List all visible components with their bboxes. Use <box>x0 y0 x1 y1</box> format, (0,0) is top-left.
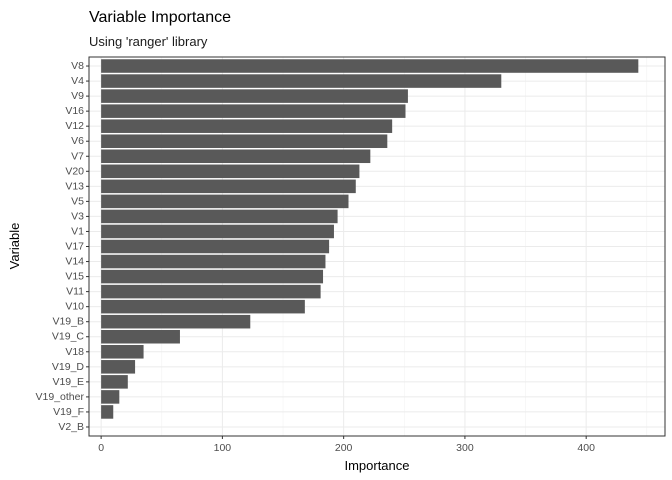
y-tick-label: V19_D <box>52 361 85 373</box>
y-tick-label: V5 <box>71 195 84 207</box>
bar-V15 <box>101 269 324 284</box>
bar-V17 <box>101 239 330 254</box>
bar-V19_other <box>101 390 120 404</box>
chart-title: Variable Importance <box>89 9 231 26</box>
bar-V1 <box>101 224 334 239</box>
y-tick-label: V9 <box>71 90 84 102</box>
bar-V4 <box>101 74 502 88</box>
y-tick-label: V14 <box>65 256 84 268</box>
bar-V19_B <box>101 314 251 329</box>
y-tick-label: V12 <box>65 120 84 132</box>
bar-V12 <box>101 119 393 133</box>
bar-V6 <box>101 134 388 148</box>
x-tick-label: 400 <box>577 442 595 454</box>
bar-V19_E <box>101 375 128 389</box>
y-tick-label: V17 <box>65 241 84 253</box>
bar-V8 <box>101 59 639 73</box>
y-tick-label: V15 <box>65 271 84 283</box>
x-axis-ticks: 0 100 200 300 400 <box>98 436 595 454</box>
y-tick-label: V13 <box>65 180 84 192</box>
y-tick-label: V19_B <box>52 316 84 328</box>
y-tick-label: V1 <box>71 225 84 237</box>
bars <box>101 59 639 419</box>
y-tick-label: V16 <box>65 105 84 117</box>
y-tick-label: V19_F <box>53 406 84 418</box>
bar-V20 <box>101 164 360 179</box>
y-tick-label: V11 <box>66 286 84 298</box>
x-tick-label: 100 <box>214 442 232 454</box>
y-tick-label: V8 <box>71 60 84 72</box>
bar-V9 <box>101 89 408 103</box>
y-tick-label: V6 <box>71 135 84 147</box>
bar-V13 <box>101 179 356 194</box>
y-tick-label: V20 <box>65 165 84 177</box>
x-tick-label: 0 <box>98 442 104 454</box>
y-tick-label: V3 <box>71 210 84 222</box>
bar-V19_C <box>101 329 180 344</box>
bar-V11 <box>101 284 321 299</box>
x-axis-title: Importance <box>344 458 409 473</box>
y-tick-label: V19_E <box>52 376 84 388</box>
bar-V10 <box>101 299 305 314</box>
y-tick-label: V10 <box>65 301 84 313</box>
y-tick-label: V7 <box>71 150 84 162</box>
bar-V3 <box>101 209 338 224</box>
chart-subtitle: Using 'ranger' library <box>89 34 208 49</box>
x-tick-label: 300 <box>456 442 474 454</box>
y-tick-label: V19_other <box>36 391 85 403</box>
bar-V19_D <box>101 360 136 374</box>
bar-V16 <box>101 104 406 118</box>
y-axis-title: Variable <box>7 223 22 270</box>
bar-V7 <box>101 149 371 164</box>
bar-V18 <box>101 345 144 359</box>
bar-V19_F <box>101 405 114 419</box>
y-tick-label: V2_B <box>58 421 84 433</box>
x-tick-label: 200 <box>335 442 353 454</box>
bar-V5 <box>101 194 349 209</box>
y-tick-label: V18 <box>65 346 84 358</box>
y-tick-label: V4 <box>71 75 84 87</box>
y-axis-ticks: V8 V4 V9 V16 V12 V6 V7 V20 V13 V5 V3 V1 V17 V14 V15 V11… <box>36 60 89 433</box>
y-tick-label: V19_C <box>52 331 85 343</box>
bar-V14 <box>101 254 326 269</box>
